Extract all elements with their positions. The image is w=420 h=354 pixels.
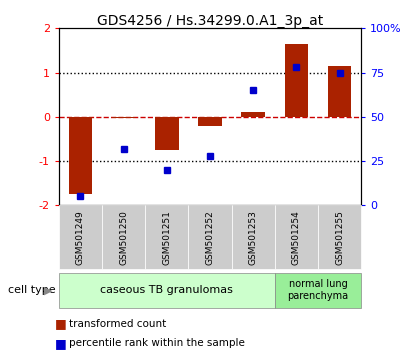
Text: GSM501252: GSM501252 — [205, 210, 215, 264]
Text: GSM501254: GSM501254 — [292, 210, 301, 264]
Text: transformed count: transformed count — [69, 319, 167, 329]
Text: cell type: cell type — [8, 285, 56, 295]
Bar — [155, 117, 178, 150]
Text: GSM501255: GSM501255 — [335, 210, 344, 265]
Bar — [241, 113, 265, 117]
Text: normal lung
parenchyma: normal lung parenchyma — [287, 279, 349, 301]
Bar — [198, 117, 222, 126]
Bar — [284, 44, 308, 117]
Text: GSM501253: GSM501253 — [249, 210, 258, 265]
Text: GSM501249: GSM501249 — [76, 210, 85, 264]
Text: percentile rank within the sample: percentile rank within the sample — [69, 338, 245, 348]
Bar — [328, 66, 352, 117]
Text: GSM501251: GSM501251 — [162, 210, 171, 265]
Bar — [68, 117, 92, 194]
Bar — [112, 117, 136, 118]
Text: ▶: ▶ — [44, 285, 52, 295]
Text: GSM501250: GSM501250 — [119, 210, 128, 265]
Text: caseous TB granulomas: caseous TB granulomas — [100, 285, 233, 295]
Text: ■: ■ — [55, 337, 66, 350]
Text: ■: ■ — [55, 318, 66, 330]
Text: GDS4256 / Hs.34299.0.A1_3p_at: GDS4256 / Hs.34299.0.A1_3p_at — [97, 14, 323, 28]
